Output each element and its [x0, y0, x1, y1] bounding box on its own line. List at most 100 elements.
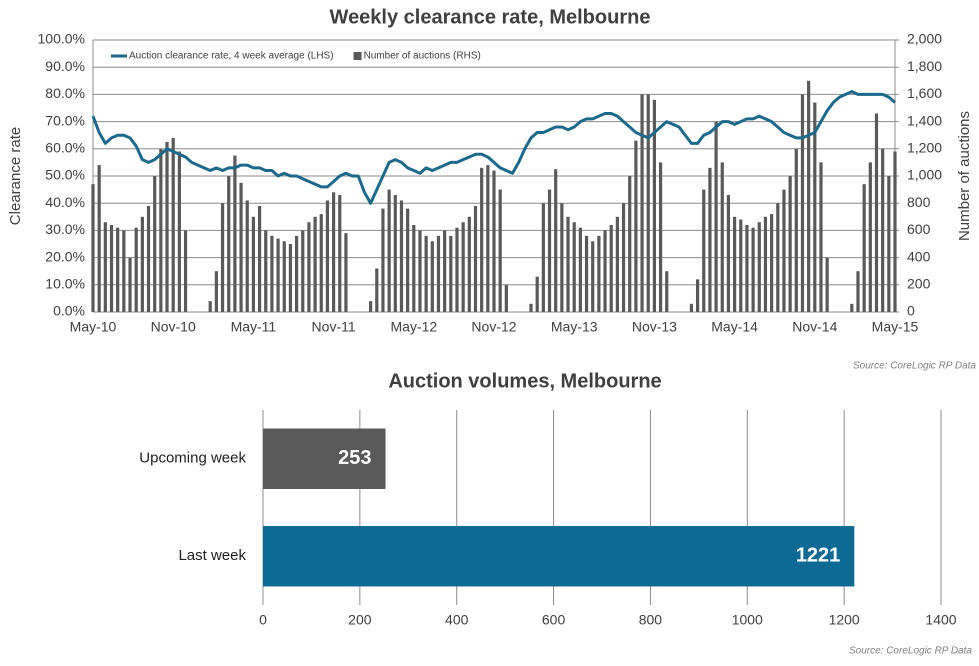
y-tick-label: 50.0%: [45, 167, 85, 183]
y2-tick-label: 0: [907, 303, 915, 319]
bar: [776, 203, 780, 312]
bar: [788, 176, 792, 312]
bar: [109, 224, 114, 312]
x-tick-label: 1200: [829, 612, 860, 628]
x-tick-label: 400: [445, 612, 469, 628]
bar: [492, 170, 496, 312]
bar: [547, 189, 552, 312]
y-tick-label: 80.0%: [45, 85, 85, 101]
bar: [282, 241, 286, 312]
legend-label: Auction clearance rate, 4 week average (…: [129, 51, 334, 62]
bar: [301, 230, 305, 312]
bar: [720, 162, 724, 312]
bar: [227, 176, 231, 312]
bar: [233, 155, 237, 312]
bar: [399, 200, 404, 312]
y-tick-label: 60.0%: [45, 140, 85, 156]
bar: [165, 142, 169, 312]
x-tick-label: May-11: [231, 319, 277, 335]
x-tick-label: May-14: [711, 319, 758, 335]
bar: [473, 205, 478, 312]
bar: [159, 148, 163, 312]
source: Source: CoreLogic RP Data: [849, 646, 972, 657]
bar: [566, 216, 570, 312]
bar: [338, 195, 342, 312]
bar: [97, 165, 101, 312]
bar: [307, 222, 311, 312]
bar: [387, 189, 391, 312]
y2-tick-label: 200: [907, 276, 931, 292]
bar: [800, 94, 805, 313]
bar: [535, 276, 539, 312]
x-tick-label: May-10: [70, 319, 117, 335]
bar: [332, 192, 336, 312]
bar: [634, 140, 638, 312]
bar: [455, 227, 459, 312]
bar: [856, 271, 860, 312]
category-label: Upcoming week: [139, 450, 246, 467]
bar: [739, 219, 743, 312]
y-tick-label: 20.0%: [45, 248, 85, 264]
x-tick-label: 600: [542, 612, 566, 628]
x-tick-label: 0: [259, 612, 267, 628]
bar: [646, 94, 650, 313]
bar: [504, 284, 508, 312]
bar: [603, 230, 607, 312]
bar: [406, 208, 410, 312]
bar: [813, 102, 817, 312]
bar: [621, 203, 626, 312]
source: Source: CoreLogic RP Data: [853, 361, 976, 372]
x-tick-label: Nov-10: [151, 319, 196, 335]
value-label: 1221: [796, 545, 841, 567]
bar: [153, 176, 157, 312]
bar: [103, 222, 107, 312]
bar: [486, 165, 490, 312]
bar: [652, 99, 656, 312]
bar: [134, 227, 138, 312]
x-tick-label: Nov-12: [471, 319, 516, 335]
bar: [449, 235, 453, 312]
bar: [263, 428, 386, 489]
bar: [122, 230, 126, 312]
bar: [782, 189, 786, 312]
x-tick-label: Nov-14: [792, 319, 837, 335]
bar: [498, 189, 502, 312]
bar: [609, 224, 613, 312]
bar: [541, 203, 545, 312]
bar: [294, 235, 299, 312]
bar: [751, 227, 755, 312]
y-tick-label: 30.0%: [45, 221, 85, 237]
y2-tick-label: 1,000: [907, 167, 942, 183]
x-tick-label: May-13: [551, 319, 598, 335]
bar: [794, 148, 798, 312]
bar: [868, 162, 872, 312]
y2-tick-label: 1,400: [907, 112, 942, 128]
bar: [313, 216, 317, 312]
x-tick-label: 200: [348, 612, 372, 628]
bar: [270, 235, 274, 312]
bar: [412, 224, 416, 312]
bar: [381, 208, 385, 312]
bar: [578, 227, 582, 312]
bar: [850, 303, 854, 312]
bar: [480, 167, 484, 312]
bar: [263, 526, 855, 587]
bar: [881, 148, 885, 312]
bar: [584, 235, 589, 312]
y-tick-label: 10.0%: [45, 276, 85, 292]
bar: [529, 303, 533, 312]
x-tick-label: 1000: [732, 612, 763, 628]
bar: [714, 121, 718, 312]
y2-tick-label: 600: [907, 221, 931, 237]
bar: [251, 216, 255, 312]
bar: [819, 162, 823, 312]
bar: [128, 257, 132, 312]
y-tick-label: 0.0%: [53, 303, 85, 319]
y-tick-label: 70.0%: [45, 112, 85, 128]
bar: [369, 301, 373, 312]
bar: [171, 137, 175, 312]
x-tick-label: Nov-11: [312, 319, 356, 335]
bar: [214, 271, 218, 312]
bar: [146, 205, 151, 312]
